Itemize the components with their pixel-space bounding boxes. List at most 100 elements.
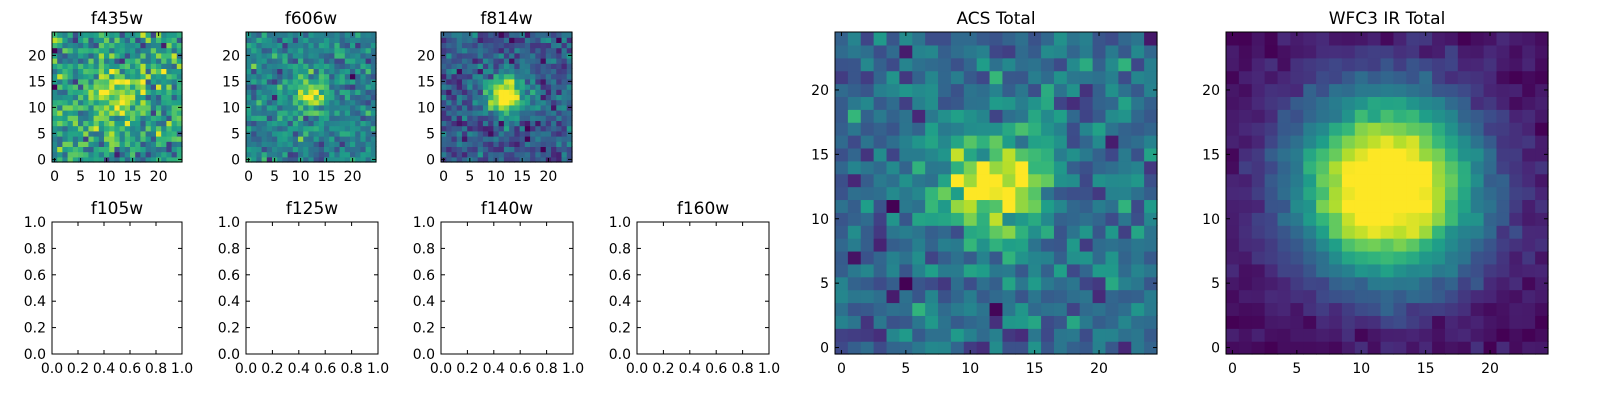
heatmap-cell [1041, 32, 1055, 46]
heatmap-cell [1380, 199, 1395, 213]
heatmap-cell [950, 225, 965, 239]
heatmap-cell [308, 99, 315, 106]
heatmap-cell [1393, 109, 1407, 123]
heatmap-cell [498, 120, 505, 127]
heatmap-cell [530, 47, 536, 54]
heatmap-cell [1105, 238, 1119, 252]
heatmap-cell [1470, 250, 1485, 265]
heatmap-cell [119, 37, 126, 43]
heatmap-cell [540, 120, 547, 127]
heatmap-cell [1316, 44, 1330, 59]
heatmap-cell [482, 68, 489, 75]
heatmap-cell [350, 94, 356, 101]
heatmap-cell [360, 110, 367, 116]
heatmap-cell [365, 94, 372, 101]
heatmap-cell [124, 136, 131, 142]
heatmap-cell [938, 263, 952, 278]
heatmap-cell [545, 94, 552, 101]
heatmap-cell [1496, 302, 1510, 316]
heatmap-cell [461, 63, 468, 69]
heatmap-cell [251, 47, 257, 54]
heatmap-cell [461, 58, 468, 64]
heatmap-cell [251, 73, 257, 80]
heatmap-cell [161, 47, 167, 54]
heatmap-cell [119, 58, 126, 64]
heatmap-cell [519, 130, 526, 137]
heatmap-cell [1041, 212, 1055, 226]
heatmap-cell [1053, 173, 1068, 188]
heatmap-cell [62, 115, 69, 121]
heatmap-cell [287, 73, 294, 80]
heatmap-cell [355, 37, 361, 43]
heatmap-cell [282, 42, 289, 49]
heatmap-cell [329, 136, 335, 142]
heatmap-cell [150, 125, 157, 132]
heatmap-cell [535, 125, 542, 132]
heatmap-cell [566, 58, 573, 64]
heatmap-cell [156, 130, 162, 137]
heatmap-cell [287, 120, 294, 127]
y-tick-label: 0.0 [413, 347, 435, 363]
heatmap-cell [313, 89, 320, 95]
heatmap-cell [1251, 186, 1266, 201]
heatmap-cell [467, 130, 474, 137]
heatmap-cell [989, 263, 1004, 278]
heatmap-cell [246, 136, 252, 142]
heatmap-cell [566, 73, 573, 80]
heatmap-cell [1066, 135, 1081, 149]
heatmap-cell [1264, 135, 1279, 149]
heatmap-cell [156, 47, 162, 54]
axes-frame [245, 221, 379, 355]
axes-frame [51, 221, 183, 355]
heatmap-cell [860, 160, 875, 175]
heatmap-cell [1226, 225, 1240, 239]
heatmap-cell [130, 115, 136, 121]
heatmap-cell [1483, 315, 1498, 329]
heatmap-cell [150, 84, 157, 90]
x-tick-label: 15 [1026, 361, 1044, 377]
y-tick-label: 5 [820, 276, 829, 292]
heatmap-cell [171, 73, 178, 80]
heatmap-cell [308, 136, 315, 142]
heatmap-cell [150, 94, 157, 101]
heatmap-cell [109, 73, 115, 80]
heatmap-cell [1290, 186, 1304, 201]
heatmap-cell [509, 120, 515, 127]
heatmap-cell [287, 99, 294, 106]
heatmap-cell [282, 99, 289, 106]
heatmap-cell [78, 151, 84, 158]
heatmap-cell [472, 94, 479, 101]
heatmap-cell [835, 238, 849, 252]
heatmap-cell [1341, 199, 1356, 213]
heatmap-cell [535, 141, 542, 147]
heatmap-cell [1290, 57, 1304, 72]
heatmap-cell [509, 42, 515, 49]
heatmap-cell [329, 32, 335, 38]
heatmap-cell [261, 63, 268, 69]
heatmap-cell [1341, 44, 1356, 59]
heatmap-cell [88, 73, 95, 80]
heatmap-cell [261, 110, 268, 116]
heatmap-cell [1419, 122, 1433, 136]
heatmap-cell [308, 94, 315, 101]
heatmap-cell [1277, 263, 1291, 278]
heatmap-cell [1419, 263, 1433, 278]
heatmap-cell [1419, 276, 1433, 291]
heatmap-cell [1406, 70, 1420, 85]
heatmap-cell [1354, 83, 1369, 97]
heatmap-cell [93, 115, 100, 121]
heatmap-cell [1226, 57, 1240, 72]
heatmap-cell [1053, 212, 1068, 226]
heatmap-cell [272, 78, 278, 85]
heatmap-cell [135, 52, 141, 59]
heatmap-cell [467, 94, 474, 101]
heatmap-cell [1066, 44, 1081, 59]
heatmap-cell [1079, 70, 1094, 85]
heatmap-cell [355, 94, 361, 101]
heatmap-cell [329, 37, 335, 43]
heatmap-cell [1393, 57, 1407, 72]
heatmap-cell [145, 32, 152, 38]
heatmap-cell [1419, 135, 1433, 149]
heatmap-cell [119, 120, 126, 127]
heatmap-cell [1354, 57, 1369, 72]
